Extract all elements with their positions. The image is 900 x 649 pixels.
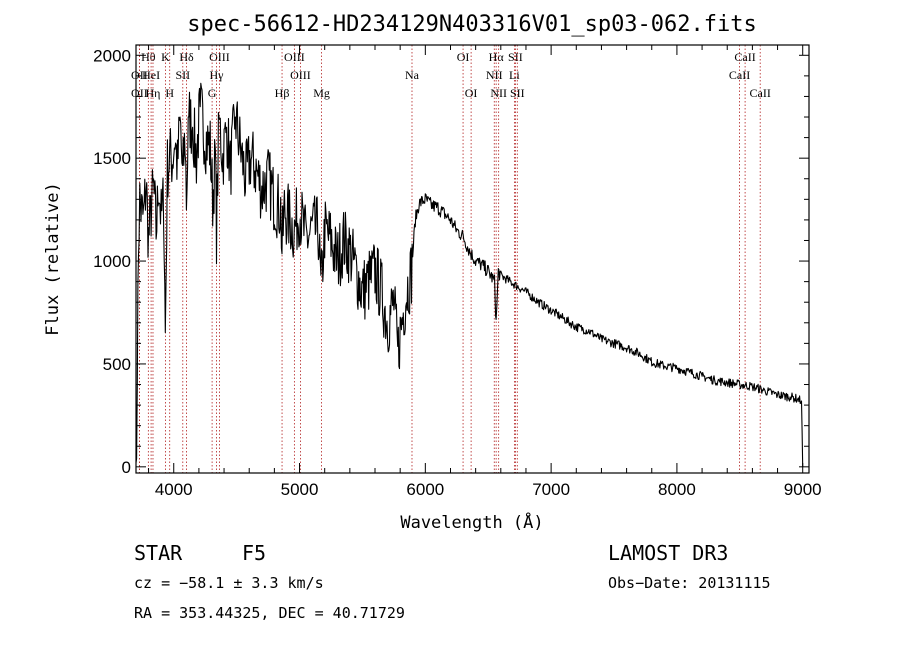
emission-line-label: OII [131,68,148,82]
x-tick-label: 4000 [155,480,193,499]
emission-line-label: OI [457,50,470,64]
spectrum-series-line [135,82,804,467]
x-tick-label: 7000 [532,480,570,499]
spectrum-layer [135,82,804,467]
emission-line-label: NII [486,68,503,82]
emission-line-label: K [161,50,170,64]
x-tick-label: 6000 [406,480,444,499]
observation-date: Obs−Date: 20131115 [608,574,771,592]
emission-line-label: Hθ [141,50,156,64]
y-tick-label: 500 [103,355,131,374]
plot-frame [135,44,810,474]
y-tick-label: 2000 [93,46,131,65]
sky-coordinates: RA = 353.44325, DEC = 40.71729 [134,604,405,622]
chart-title: spec-56612-HD234129N403316V01_sp03-062.f… [187,12,757,37]
emission-line-label: SII [510,86,525,100]
emission-line-label: NII [490,86,507,100]
emission-line-label: HeI [142,68,160,82]
redshift-velocity: cz = −58.1 ± 3.3 km/s [134,574,324,592]
emission-line-label: Hγ [210,68,225,82]
y-tick-label: 0 [122,458,131,477]
emission-line-label: Hδ [179,50,194,64]
emission-line-label: SII [175,68,190,82]
survey-name: LAMOST DR3 [608,541,729,565]
emission-line-label: CaII [734,50,755,64]
y-tick-label: 1000 [93,252,131,271]
emission-line-label: Hα [489,50,505,64]
emission-line-label: H [165,86,174,100]
object-class: STAR [134,541,183,565]
emission-line-label: OII [131,86,148,100]
emission-line-label: Mg [313,86,330,100]
y-axis-label: Flux (relative) [43,182,63,336]
emission-line-label: CaII [729,68,750,82]
emission-line-label: SII [508,50,523,64]
x-axis-label: Wavelength (Å) [400,511,543,533]
y-tick-label: 1500 [93,149,131,168]
emission-line-label: OI [465,86,478,100]
ticks-layer: 4000 5000 6000 7000 8000 9000 0 500 1000 1500 2000 [93,45,822,499]
emission-line-label: Hη [146,86,161,100]
emission-line-label: G [208,86,217,100]
x-tick-label: 5000 [281,480,319,499]
emission-line-label: CaII [750,86,771,100]
emission-line-label: OIII [209,50,230,64]
emission-line-label: Li [509,68,520,82]
object-subclass: F5 [242,541,267,565]
emission-line-label: OIII [290,68,311,82]
emission-line-label: Hβ [275,86,290,100]
emission-line-label: OIII [284,50,305,64]
x-tick-label: 9000 [784,480,822,499]
emission-line-label: Na [405,68,420,82]
x-tick-label: 8000 [658,480,696,499]
